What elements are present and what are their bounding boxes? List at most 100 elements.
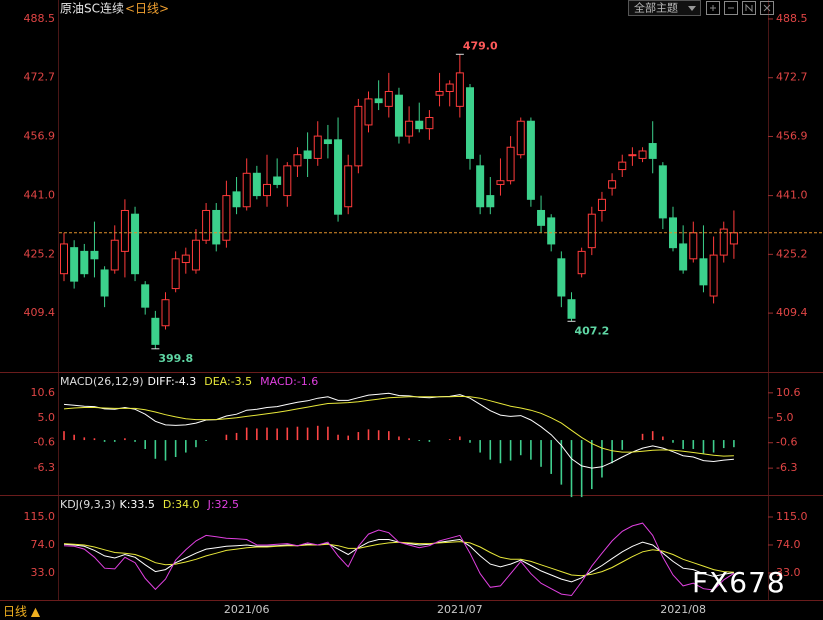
candle-body: [384, 90, 393, 107]
button[interactable]: [706, 1, 720, 15]
y-tick-label: 456.9: [776, 129, 808, 142]
candle-body: [486, 195, 495, 208]
candle-body: [587, 213, 596, 249]
dropdown-arrow: [688, 6, 696, 11]
candle-body: [689, 232, 698, 260]
y-tick-label: -6.3: [776, 461, 797, 474]
candle-body: [526, 120, 535, 200]
y-tick-label: 33.0: [776, 566, 801, 579]
y-tick-label: 472.7: [24, 71, 56, 84]
candle-body: [648, 143, 657, 159]
y-tick-label: 456.9: [24, 129, 56, 142]
candle-body: [232, 191, 241, 208]
candle-body: [100, 269, 109, 297]
y-tick-label: 441.0: [24, 189, 56, 202]
candle-body: [597, 198, 606, 211]
candle-body: [394, 94, 403, 137]
candle-body: [435, 90, 444, 96]
candle-body: [151, 317, 160, 345]
theme-dropdown[interactable]: [628, 0, 701, 16]
y-tick-label: -0.6: [34, 436, 55, 449]
candle-body: [222, 195, 231, 241]
toolbar: [706, 1, 774, 15]
candle-body: [638, 150, 647, 159]
y-tick-label: 10.6: [31, 386, 56, 399]
candle-body: [131, 213, 140, 275]
indicator-line: [63, 522, 735, 597]
candle-body: [709, 254, 718, 297]
y-tick-label: 425.2: [776, 247, 808, 260]
period-label: <日线>: [125, 2, 169, 16]
instrument-title: 原油SC连续: [60, 1, 124, 16]
candle-body: [445, 83, 454, 92]
candle-body: [374, 98, 383, 104]
button-icon: [710, 5, 716, 11]
candle-body: [496, 180, 505, 185]
button-icon: [745, 3, 753, 13]
candle-body: [506, 146, 515, 182]
candle-body: [110, 239, 119, 271]
candle-body: [476, 165, 485, 208]
candle-body: [242, 172, 251, 208]
button[interactable]: [724, 1, 738, 15]
y-tick-label: -0.6: [776, 436, 797, 449]
indicator-line: [63, 392, 734, 469]
candle-body: [120, 209, 129, 252]
candle-body: [323, 139, 332, 145]
button-icon: [763, 4, 771, 12]
candle-body: [719, 228, 728, 256]
annotation: 407.2: [575, 324, 610, 337]
candle-body: [344, 165, 353, 208]
y-tick-label: 115.0: [776, 510, 808, 523]
x-tick-label: 2021/06: [224, 603, 270, 616]
candle-body: [466, 87, 474, 159]
candle-body: [455, 72, 464, 107]
y-tick-label: 74.0: [776, 538, 801, 551]
candle-body: [658, 165, 667, 219]
candle-body: [537, 209, 546, 226]
candle-body: [415, 120, 424, 130]
period-switch[interactable]: 日线 ▲: [3, 605, 41, 619]
candle-body: [557, 258, 566, 297]
candle-body: [161, 299, 170, 327]
y-tick-label: 488.5: [776, 12, 808, 25]
candle-body: [577, 250, 586, 275]
button[interactable]: [760, 1, 774, 15]
y-tick-label: 5.0: [38, 411, 56, 424]
candle-body: [608, 180, 617, 189]
candle-body: [405, 120, 414, 137]
y-tick-label: -6.3: [34, 461, 55, 474]
candle-body: [354, 105, 363, 167]
annotation: 399.8: [158, 352, 193, 365]
candle-body: [202, 209, 211, 241]
candle-body: [181, 254, 190, 264]
x-tick-label: 2021/07: [437, 603, 483, 616]
candle-body: [293, 154, 302, 167]
candle-body: [70, 247, 79, 282]
candle-body: [425, 117, 434, 130]
candle-body: [263, 183, 271, 197]
candle-body: [547, 217, 556, 245]
legend-entry: DIFF:-4.3: [148, 375, 197, 388]
indicator-title: MACD(26,12,9): [60, 375, 144, 388]
candle-body: [90, 250, 99, 260]
candle-body: [273, 176, 282, 185]
candle-body: [141, 284, 150, 308]
legend-entry: D:34.0: [163, 498, 200, 511]
y-tick-label: 33.0: [31, 566, 56, 579]
candle-body: [303, 150, 312, 159]
legend-entry: K:33.5: [120, 498, 155, 511]
theme-label[interactable]: 全部主题: [634, 1, 678, 15]
y-tick-label: 409.4: [776, 306, 808, 319]
candle-body: [567, 299, 576, 319]
candle-body: [618, 161, 627, 171]
candle-body: [699, 258, 708, 286]
watermark: FX678: [692, 566, 786, 599]
y-tick-label: 74.0: [31, 538, 56, 551]
y-tick-label: 472.7: [776, 71, 808, 84]
button[interactable]: [742, 1, 756, 15]
candle-body: [334, 139, 343, 215]
candle-body: [679, 243, 688, 271]
y-tick-label: 115.0: [24, 510, 56, 523]
